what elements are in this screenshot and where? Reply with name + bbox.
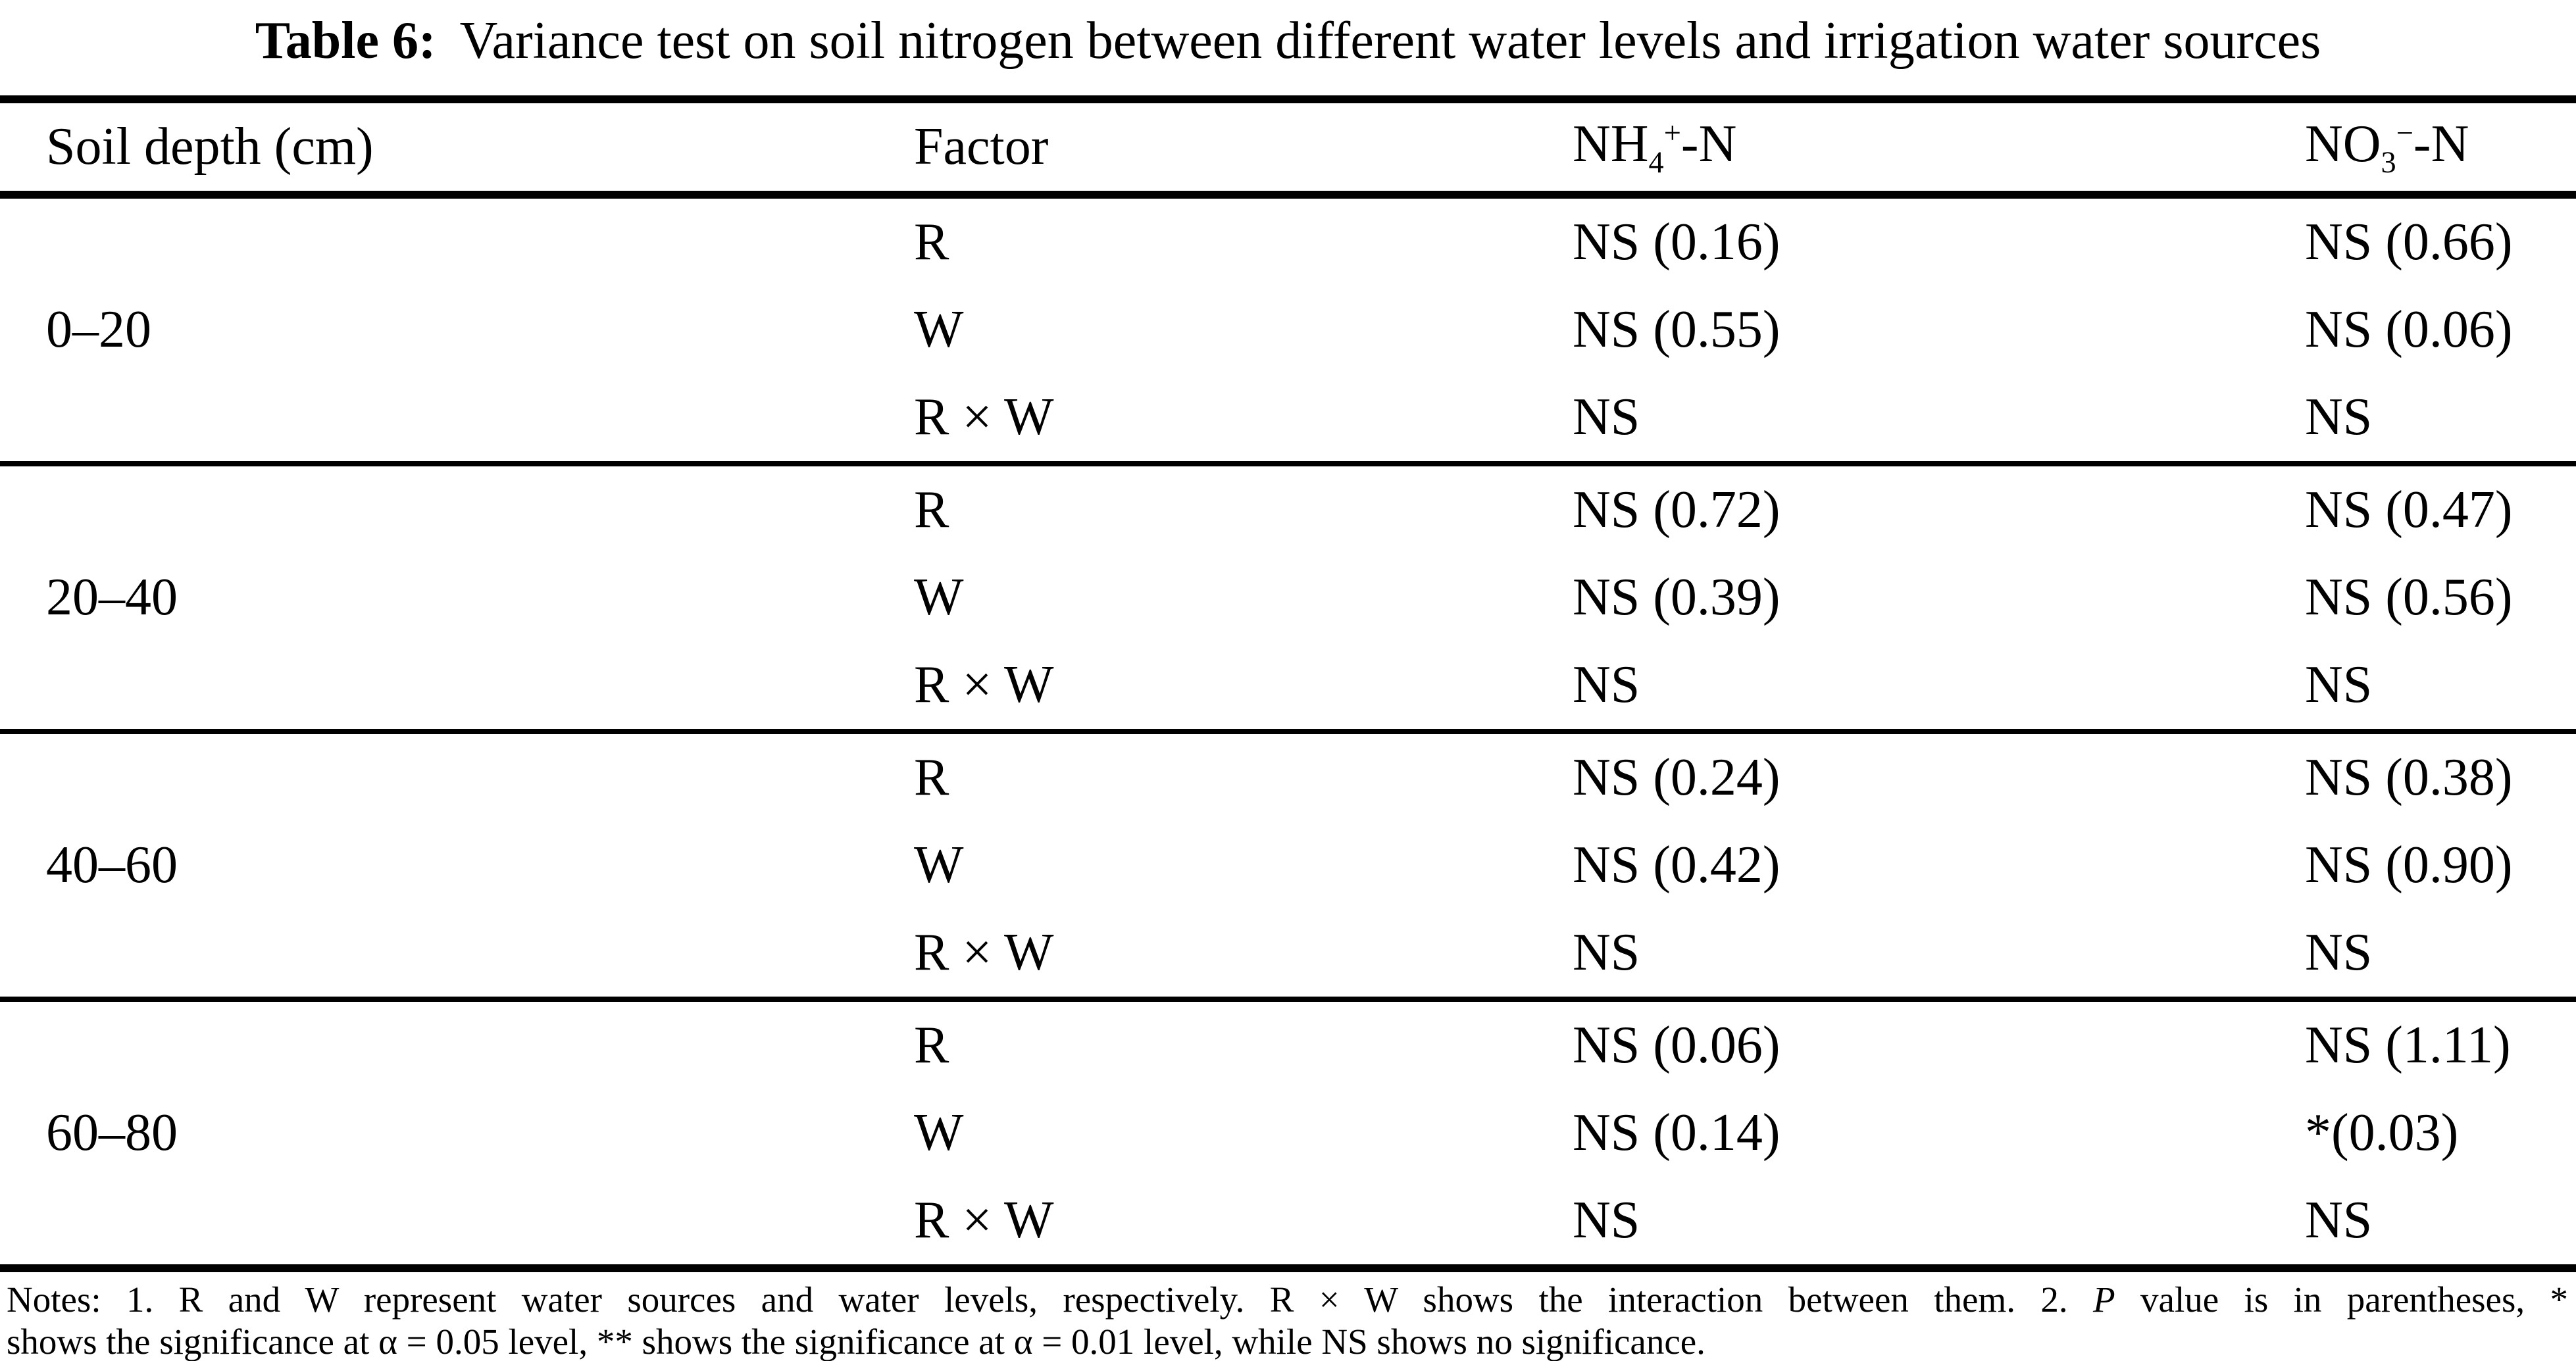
nh4-value-cell: NS (0.72) <box>1573 481 1780 539</box>
table-row: 40–60 R NS (0.24) NS (0.38) <box>0 731 2576 894</box>
nh4-base: NH <box>1573 114 1649 173</box>
no3-tail: -N <box>2413 114 2469 173</box>
nh4-value-cell: NS (0.55) <box>1573 301 1780 359</box>
notes-line-1: Notes: 1. R and W represent water source… <box>7 1279 2568 1321</box>
table-caption-number: Table 6: <box>255 12 436 70</box>
table-row: W NS (0.55) NS (0.06) <box>0 286 2576 374</box>
notes-line1-pre: Notes: 1. R and W represent water source… <box>7 1279 2094 1320</box>
no3-value-cell: NS <box>2305 656 2373 714</box>
no3-value-cell: NS <box>2305 924 2373 981</box>
depth-group-40-60: 40–60 R NS (0.24) NS (0.38) W NS (0.42) … <box>0 731 2576 999</box>
factor-cell: R <box>914 1016 949 1074</box>
header-row: Soil depth (cm) Factor NH4+-N NO3−-N <box>0 99 2576 199</box>
no3-superscript: − <box>2396 116 2413 150</box>
depth-group-0-20: 0–20 R NS (0.16) NS (0.66) W NS (0.55) N… <box>0 195 2576 464</box>
no3-base: NO <box>2305 114 2381 173</box>
table-caption-text: Variance test on soil nitrogen between d… <box>459 12 2321 70</box>
nh4-value-cell: NS <box>1573 388 1640 446</box>
notes-line1-post: value is in parentheses, * <box>2115 1279 2568 1320</box>
factor-cell: R × W <box>914 388 1054 446</box>
factor-cell: R <box>914 481 949 539</box>
table-notes: Notes: 1. R and W represent water source… <box>0 1272 2576 1361</box>
table-row: 0–20 R NS (0.16) NS (0.66) <box>0 195 2576 359</box>
factor-cell: W <box>914 1104 964 1162</box>
depth-group-60-80: 60–80 R NS (0.06) NS (1.11) W NS (0.14) … <box>0 999 2576 1268</box>
factor-cell: R <box>914 749 949 806</box>
nh4-value-cell: NS <box>1573 1191 1640 1249</box>
nh4-value-cell: NS <box>1573 656 1640 714</box>
notes-p-italic: P <box>2093 1279 2115 1320</box>
column-header-nh4: NH4+-N <box>1573 99 2305 199</box>
no3-value-cell: NS (0.66) <box>2305 213 2513 271</box>
factor-cell: W <box>914 568 964 626</box>
no3-value-cell: NS (0.06) <box>2305 301 2513 359</box>
table-caption: Table 6: Variance test on soil nitrogen b… <box>0 0 2576 95</box>
soil-depth-cell: 0–20 <box>46 301 151 359</box>
factor-cell: R × W <box>914 1191 1054 1249</box>
table-row: W NS (0.39) NS (0.56) <box>0 554 2576 641</box>
factor-cell: W <box>914 301 964 359</box>
no3-subscript: 3 <box>2381 145 2396 180</box>
table-row: R × W NS NS <box>0 1177 2576 1268</box>
no3-value-cell: NS (0.38) <box>2305 749 2513 806</box>
table-row: R × W NS NS <box>0 374 2576 464</box>
table-header: Soil depth (cm) Factor NH4+-N NO3−-N <box>0 99 2576 199</box>
no3-value-cell: NS (0.47) <box>2305 481 2513 539</box>
soil-depth-cell: 20–40 <box>46 568 178 626</box>
no3-value-cell: NS (1.11) <box>2305 1016 2511 1074</box>
soil-depth-cell: 40–60 <box>46 836 178 894</box>
factor-cell: R <box>914 213 949 271</box>
soil-depth-cell: 60–80 <box>46 1104 178 1162</box>
column-header-soil-depth: Soil depth (cm) <box>0 99 914 199</box>
table-row: W NS (0.42) NS (0.90) <box>0 822 2576 909</box>
table-row: R × W NS NS <box>0 909 2576 999</box>
nh4-tail: -N <box>1680 114 1737 173</box>
nh4-value-cell: NS (0.14) <box>1573 1104 1780 1162</box>
no3-value-cell: *(0.03) <box>2305 1104 2459 1162</box>
no3-value-cell: NS <box>2305 1191 2373 1249</box>
column-header-no3: NO3−-N <box>2305 99 2576 199</box>
no3-value-cell: NS <box>2305 388 2373 446</box>
factor-cell: W <box>914 836 964 894</box>
nh4-value-cell: NS (0.42) <box>1573 836 1780 894</box>
nh4-subscript: 4 <box>1648 145 1664 180</box>
nh4-value-cell: NS (0.16) <box>1573 213 1780 271</box>
table-row: 60–80 R NS (0.06) NS (1.11) <box>0 999 2576 1162</box>
no3-value-cell: NS (0.90) <box>2305 836 2513 894</box>
notes-line-2: shows the significance at α = 0.05 level… <box>7 1322 1705 1361</box>
nh4-value-cell: NS (0.24) <box>1573 749 1780 806</box>
nh4-superscript: + <box>1663 116 1681 150</box>
table-row: R × W NS NS <box>0 641 2576 731</box>
table-row: 20–40 R NS (0.72) NS (0.47) <box>0 464 2576 626</box>
table-row: W NS (0.14) *(0.03) <box>0 1089 2576 1177</box>
factor-cell: R × W <box>914 656 1054 714</box>
depth-group-20-40: 20–40 R NS (0.72) NS (0.47) W NS (0.39) … <box>0 464 2576 731</box>
nh4-value-cell: NS <box>1573 924 1640 981</box>
column-header-factor: Factor <box>914 99 1573 199</box>
nh4-value-cell: NS (0.06) <box>1573 1016 1780 1074</box>
no3-value-cell: NS (0.56) <box>2305 568 2513 626</box>
variance-test-table: Soil depth (cm) Factor NH4+-N NO3−-N 0–2… <box>0 95 2576 1272</box>
nh4-value-cell: NS (0.39) <box>1573 568 1780 626</box>
factor-cell: R × W <box>914 924 1054 981</box>
